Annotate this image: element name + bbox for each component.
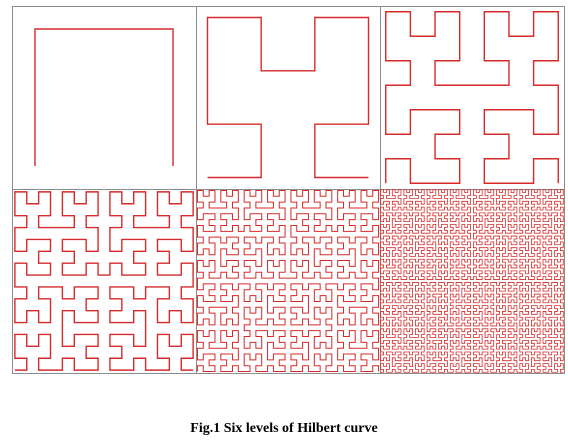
hilbert-figure xyxy=(12,6,565,374)
hilbert-panel-level-4 xyxy=(12,189,197,374)
hilbert-panel-level-3 xyxy=(380,6,565,190)
panel-frame xyxy=(380,6,565,190)
hilbert-panel-level-6 xyxy=(380,189,565,374)
hilbert-curve-level-4 xyxy=(14,191,194,371)
panel-frame xyxy=(196,6,381,190)
figure-caption: Fig.1 Six levels of Hilbert curve xyxy=(190,421,378,436)
hilbert-curve-level-6 xyxy=(380,189,564,373)
hilbert-panel-level-2 xyxy=(196,6,381,190)
panel-frame xyxy=(196,189,381,374)
hilbert-panel-level-1 xyxy=(12,6,197,190)
hilbert-curve-level-1 xyxy=(34,28,174,166)
panel-frame xyxy=(12,6,197,190)
hilbert-panel-level-5 xyxy=(196,189,381,374)
panel-frame xyxy=(12,189,197,374)
hilbert-curve-level-5 xyxy=(196,189,380,373)
hilbert-curve-level-2 xyxy=(206,16,370,179)
hilbert-curve-level-3 xyxy=(385,11,559,184)
